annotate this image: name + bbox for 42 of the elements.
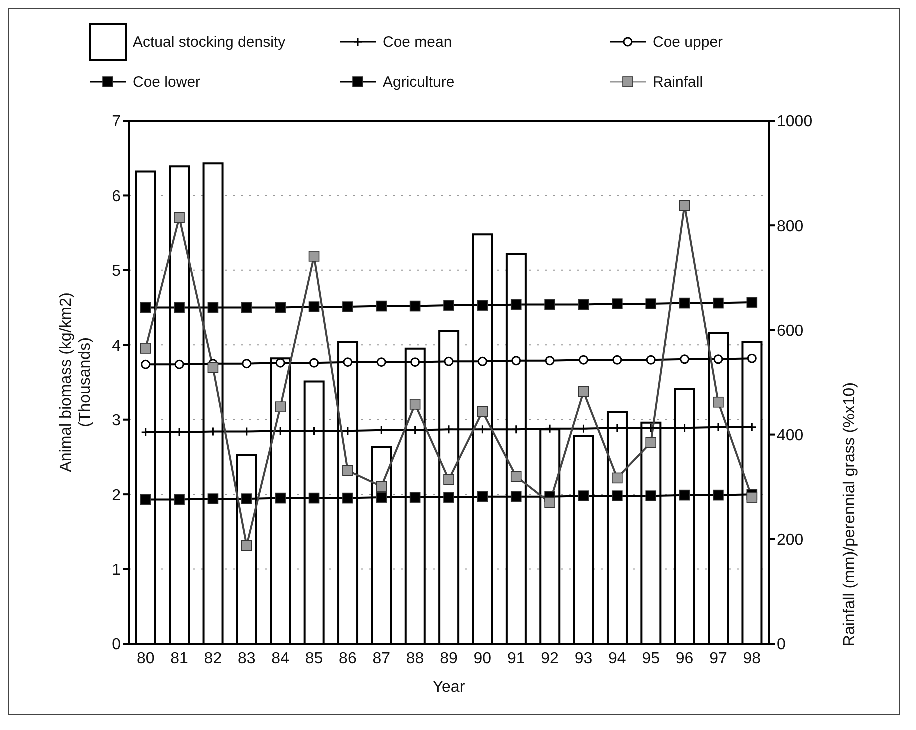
x-tick-label: 86	[339, 650, 357, 668]
x-tick-label: 87	[372, 650, 391, 668]
legend-label: Coe lower	[133, 74, 201, 90]
legend-label: Agriculture	[383, 74, 455, 90]
x-tick-label: 88	[406, 650, 424, 668]
x-tick-label: 94	[608, 650, 626, 668]
x-tick-label: 91	[507, 650, 526, 668]
y-tick-label: 6	[112, 188, 122, 206]
x-tick-label: 96	[676, 650, 694, 668]
x-tick-label: 85	[305, 650, 324, 668]
x-tick-label: 98	[743, 650, 762, 668]
y-tick-label: 0	[112, 636, 122, 654]
y-tick-label: 7	[112, 114, 122, 131]
y-tick-label: 3	[112, 412, 122, 430]
y-tick-label: 5	[112, 263, 122, 280]
y2-tick-label: 0	[777, 636, 786, 654]
y-tick-label: 4	[112, 338, 122, 355]
y2-tick-label: 800	[777, 218, 804, 236]
x-tick-label: 95	[642, 650, 660, 668]
y-axis-title: Animal biomass (kg/km2) (Thousands)	[58, 292, 94, 472]
legend-label: Rainfall	[653, 74, 704, 90]
y2-tick-label: 400	[777, 427, 804, 444]
legend-label: Coe upper	[653, 34, 724, 50]
y2-tick-label: 1000	[777, 114, 813, 131]
y-tick-label: 2	[112, 487, 122, 504]
y2-tick-label: 200	[777, 532, 804, 550]
x-tick-label: 84	[272, 650, 290, 668]
x-tick-label: 93	[574, 650, 593, 668]
legend-label: Coe mean	[383, 34, 452, 50]
x-tick-label: 80	[136, 650, 155, 668]
x-tick-label: 97	[710, 650, 728, 668]
x-tick-label: 81	[170, 650, 189, 668]
y2-axis-title: Rainfall (mm)/perennial grass (%x10)	[842, 382, 859, 647]
legend-label: Actual stocking density	[133, 34, 286, 50]
x-tick-label: 90	[474, 650, 492, 668]
y-tick-label: 1	[112, 562, 122, 579]
x-tick-label: 83	[238, 650, 256, 668]
x-tick-label: 92	[541, 650, 560, 668]
x-tick-label: 89	[440, 650, 458, 668]
y2-tick-label: 600	[777, 322, 804, 340]
x-tick-label: 82	[204, 650, 222, 668]
x-axis-title: Year	[432, 679, 466, 696]
